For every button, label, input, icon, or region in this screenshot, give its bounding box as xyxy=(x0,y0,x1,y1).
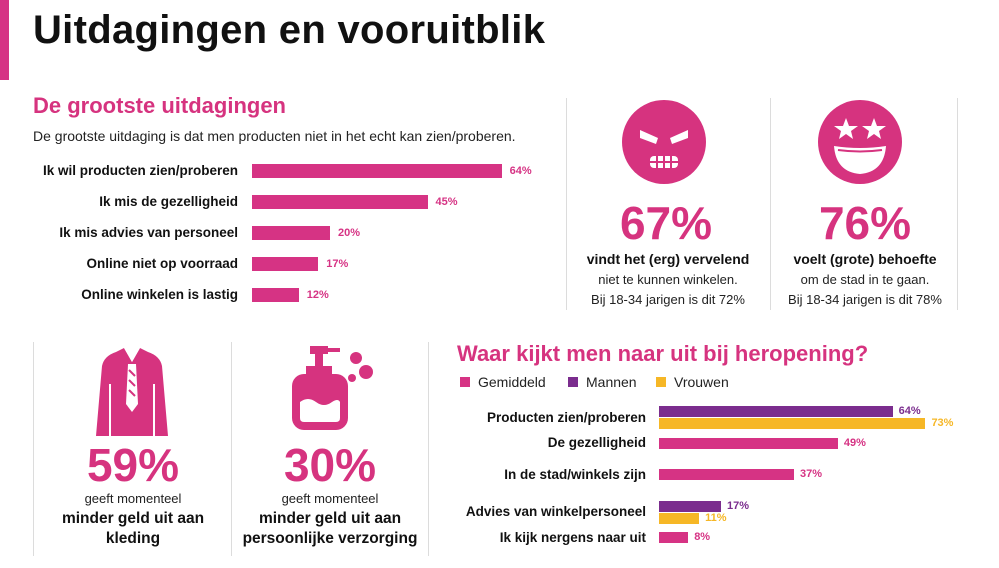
bar-category-label: In de stad/winkels zijn xyxy=(504,466,646,482)
bar xyxy=(659,500,722,512)
stat-annoyed-value: 67% xyxy=(619,197,713,249)
divider xyxy=(428,342,429,556)
stat-care-line3: persoonlijke verzorging xyxy=(242,530,418,547)
bar-value-label: 64% xyxy=(509,165,532,177)
bar xyxy=(659,469,795,480)
legend-item: Vrouwen xyxy=(656,374,729,390)
star-eyes-face-icon xyxy=(818,100,902,184)
stat-clothing-line3: kleding xyxy=(105,530,161,547)
stat-care-line2: minder geld uit aan xyxy=(258,510,402,527)
bar-value-label: 73% xyxy=(931,417,954,429)
stat-care-line1: geeft momenteel xyxy=(281,491,379,506)
legend-label: Mannen xyxy=(586,374,637,390)
bar-category-label: De gezelligheid xyxy=(547,435,646,450)
stat-annoyed-line3: Bij 18-34 jarigen is dit 72% xyxy=(591,292,745,307)
divider xyxy=(566,98,567,310)
legend-label: Vrouwen xyxy=(674,374,729,390)
bar-value-label: 11% xyxy=(705,511,727,524)
bar-category-label: Producten zien/proberen xyxy=(486,409,646,425)
accent-strip xyxy=(0,0,9,80)
bar-category-label: Ik kijk nergens naar uit xyxy=(499,529,646,545)
bar-value-label: 49% xyxy=(843,436,866,449)
bar xyxy=(659,532,689,543)
stat-care-value: 30% xyxy=(283,439,377,491)
legend-item: Mannen xyxy=(568,374,637,390)
soap-bottle-icon xyxy=(292,346,373,430)
challenges-heading: De grootste uitdagingen xyxy=(33,93,286,118)
stat-clothing-value: 59% xyxy=(86,439,180,491)
reopening-heading: Waar kijkt men naar uit bij heropening? xyxy=(457,341,869,366)
stat-need-value: 76% xyxy=(818,197,912,249)
bar-category-label: Advies van winkelpersoneel xyxy=(465,504,646,519)
challenges-subtitle: De grootste uitdaging is dat men product… xyxy=(33,128,516,144)
bar-value-label: 20% xyxy=(338,227,361,239)
suit-icon xyxy=(96,346,168,436)
bar xyxy=(659,406,893,417)
page-title: Uitdagingen en vooruitblik xyxy=(33,8,546,52)
divider xyxy=(770,98,771,310)
bar-category-label: Online winkelen is lastig xyxy=(81,287,238,302)
bar-value-label: 8% xyxy=(694,531,711,543)
bar-value-label: 64% xyxy=(898,405,921,417)
stat-need-line1: voelt (grote) behoefte xyxy=(793,251,937,267)
bar-category-label: Ik mis advies van personeel xyxy=(59,225,238,240)
legend-swatch xyxy=(460,377,470,387)
bar xyxy=(252,288,299,302)
bar-category-label: Ik mis de gezelligheid xyxy=(99,194,238,209)
stat-annoyed-line2: niet te kunnen winkelen. xyxy=(598,272,738,287)
bar-value-label: 12% xyxy=(306,289,329,301)
bar xyxy=(252,257,319,271)
divider xyxy=(231,342,232,556)
bar xyxy=(252,195,428,209)
bar xyxy=(659,437,838,449)
bar-value-label: 17% xyxy=(727,499,750,512)
bar-value-label: 37% xyxy=(800,468,823,480)
stat-clothing-line1: geeft momenteel xyxy=(84,491,182,506)
bar-value-label: 17% xyxy=(326,258,349,270)
stat-need-line2: om de stad in te gaan. xyxy=(800,272,930,287)
bar-value-label: 45% xyxy=(435,196,458,208)
bar xyxy=(659,512,700,524)
stat-need-line3: Bij 18-34 jarigen is dit 78% xyxy=(788,292,942,307)
divider xyxy=(33,342,34,556)
legend-swatch xyxy=(568,377,578,387)
legend-item: Gemiddeld xyxy=(460,374,546,390)
legend-swatch xyxy=(656,377,666,387)
bar-category-label: Online niet op voorraad xyxy=(86,256,238,271)
divider xyxy=(957,98,958,310)
stat-annoyed-line1: vindt het (erg) vervelend xyxy=(586,251,750,267)
bar xyxy=(252,226,330,240)
angry-face-icon xyxy=(622,100,706,184)
stat-clothing-line2: minder geld uit aan xyxy=(61,510,205,527)
legend-label: Gemiddeld xyxy=(478,374,546,390)
bar-category-label: Ik wil producten zien/proberen xyxy=(42,163,238,178)
bar xyxy=(659,418,926,429)
bar xyxy=(252,164,502,178)
